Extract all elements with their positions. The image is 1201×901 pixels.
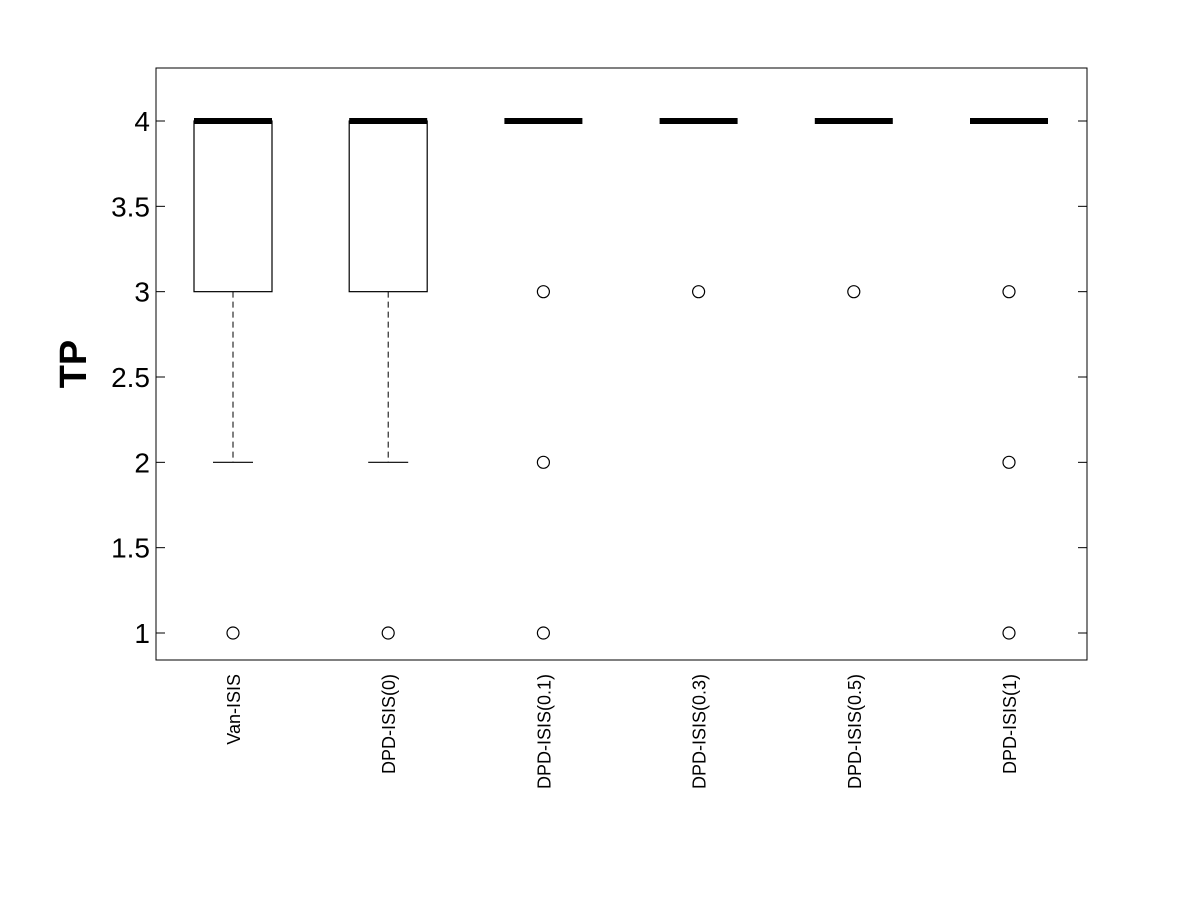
y-tick-label: 4	[134, 106, 150, 137]
outlier-point	[1002, 626, 1016, 640]
x-tick-label: DPD-ISIS(0)	[379, 674, 399, 774]
x-tick-label: DPD-ISIS(0.5)	[845, 674, 865, 789]
x-axis: Van-ISIS DPD-ISIS(0) DPD-ISIS(0.1) DPD-ISIS…	[224, 674, 1020, 789]
y-tick-label: 3.5	[111, 191, 150, 222]
x-tick-label: DPD-ISIS(0.3)	[690, 674, 710, 789]
x-tick-label: DPD-ISIS(1)	[1000, 674, 1020, 774]
y-tick-label: 2	[134, 447, 150, 478]
outlier-point	[226, 626, 240, 640]
box-series	[193, 118, 1048, 640]
outlier-point	[691, 285, 706, 299]
x-tick-label: Van-ISIS	[224, 674, 244, 745]
outlier-point	[536, 626, 551, 640]
y-tick-label: 1	[134, 618, 150, 649]
outlier-point	[536, 285, 551, 299]
box-group	[659, 118, 738, 299]
box-group	[814, 118, 893, 299]
box-group	[193, 118, 273, 640]
outlier-point	[1002, 285, 1016, 299]
y-tick-label: 3	[134, 277, 150, 308]
y-tick-label: 1.5	[111, 533, 150, 564]
y-tick-label: 2.5	[111, 362, 150, 393]
y-axis: 1 1.5 2 2.5 3 3.5 4	[111, 106, 1087, 649]
outlier-point	[847, 285, 861, 299]
outlier-point	[381, 626, 395, 640]
y-axis-label: TP	[53, 340, 95, 389]
plot-area-frame	[155, 67, 1088, 661]
outlier-point	[1002, 455, 1016, 469]
box-group	[348, 118, 428, 640]
box-group	[970, 118, 1048, 640]
outlier-point	[536, 455, 551, 469]
box-group	[504, 118, 583, 640]
x-tick-label: DPD-ISIS(0.1)	[534, 674, 554, 789]
